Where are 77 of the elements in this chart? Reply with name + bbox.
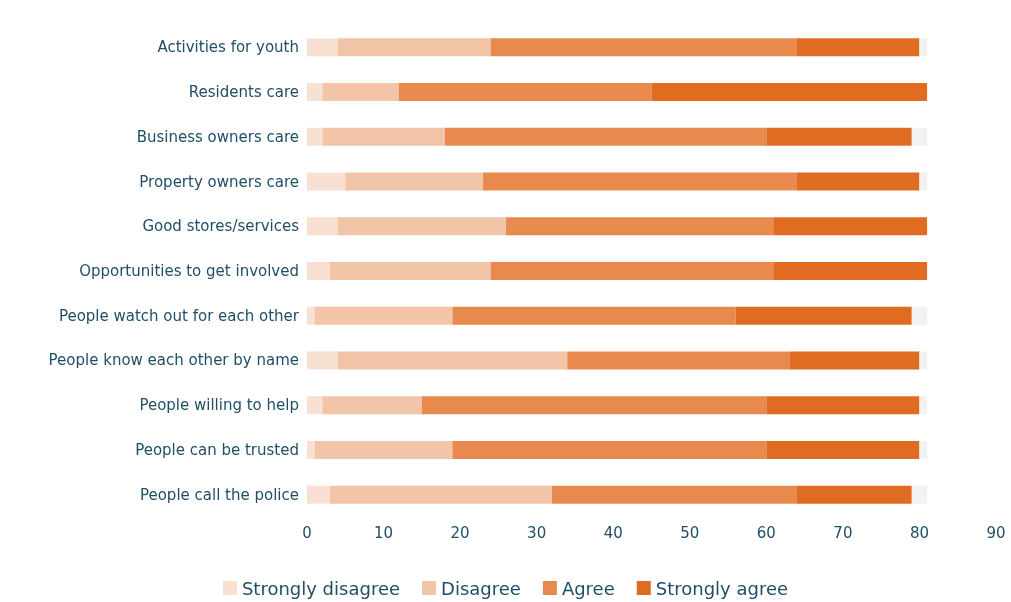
x-tick-label: 0 (302, 523, 312, 542)
bar (398, 83, 652, 102)
bar (651, 83, 928, 102)
y-tick-label: People willing to help (139, 396, 299, 415)
bar (307, 485, 330, 504)
bar (919, 440, 928, 459)
bar (444, 127, 767, 146)
bar (329, 262, 491, 280)
x-tick-label: 20 (450, 523, 470, 542)
x-tick-label: 80 (909, 523, 929, 542)
bar (452, 440, 767, 459)
legend-label: Disagree (441, 577, 521, 599)
legend-label: Agree (561, 577, 615, 599)
y-tick-label: People can be trusted (135, 440, 299, 459)
bar (766, 440, 920, 459)
bar (314, 440, 453, 459)
bar (322, 127, 445, 146)
y-tick-label: Property owners care (139, 172, 299, 191)
bar (773, 217, 928, 236)
bar (322, 83, 399, 102)
bar (345, 172, 484, 191)
bar (567, 351, 790, 370)
bar (919, 172, 928, 191)
bar (329, 485, 552, 504)
bar (307, 217, 338, 236)
x-tick-label: 40 (603, 523, 623, 542)
bar (796, 172, 920, 191)
bar (314, 306, 453, 325)
bar (307, 38, 338, 57)
bar (919, 351, 928, 370)
y-tick-label: People know each other by name (48, 351, 299, 370)
bar (735, 306, 912, 325)
legend-label: Strongly disagree (241, 577, 401, 599)
bar (421, 396, 767, 415)
y-tick-label: People call the police (139, 485, 299, 504)
bar (490, 262, 774, 280)
y-tick-label: Opportunities to get involved (79, 262, 299, 280)
x-tick-label: 50 (680, 523, 700, 542)
y-tick-label: Activities for youth (157, 38, 299, 57)
bar (773, 262, 928, 280)
y-tick-label: Good stores/services (142, 217, 300, 236)
bar (789, 351, 920, 370)
bar (452, 306, 736, 325)
bar (307, 396, 323, 415)
bar (307, 351, 338, 370)
x-tick-label: 10 (374, 523, 394, 542)
y-tick-label: People watch out for each other (58, 306, 300, 325)
bar (307, 440, 315, 459)
bar (490, 38, 797, 57)
bar (307, 127, 323, 146)
bar (307, 262, 330, 280)
x-tick-label: 60 (756, 523, 776, 542)
bar (307, 306, 315, 325)
x-tick-label: 70 (833, 523, 853, 542)
y-tick-label: Residents care (188, 83, 299, 102)
bar (322, 396, 422, 415)
x-tick-label: 30 (527, 523, 547, 542)
bar (307, 172, 346, 191)
bar (796, 38, 920, 57)
bar (911, 485, 928, 504)
bar (337, 38, 491, 57)
bar (337, 217, 507, 236)
bar (766, 396, 920, 415)
bar (796, 485, 912, 504)
bar (506, 217, 774, 236)
bar (483, 172, 797, 191)
y-tick-label: Business owners care (136, 127, 299, 146)
bar (337, 351, 568, 370)
bar (911, 127, 928, 146)
legend-label: Strongly agree (655, 577, 789, 599)
bar (911, 306, 928, 325)
bar (919, 38, 928, 57)
bar (766, 127, 912, 146)
bar (919, 396, 928, 415)
bar (551, 485, 797, 504)
x-tick-label: 90 (986, 523, 1006, 542)
bar (307, 83, 323, 102)
